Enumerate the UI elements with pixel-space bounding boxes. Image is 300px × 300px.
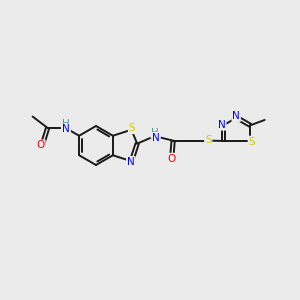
Text: N: N — [232, 111, 240, 121]
Text: S: S — [205, 135, 211, 145]
Text: N: N — [152, 133, 160, 142]
Text: N: N — [62, 124, 70, 134]
Text: S: S — [248, 136, 255, 146]
Text: H: H — [62, 119, 70, 129]
Text: N: N — [218, 120, 226, 130]
Text: N: N — [127, 157, 135, 167]
Text: O: O — [167, 154, 175, 164]
Text: S: S — [129, 123, 135, 133]
Text: H: H — [151, 128, 159, 137]
Text: O: O — [37, 140, 45, 150]
